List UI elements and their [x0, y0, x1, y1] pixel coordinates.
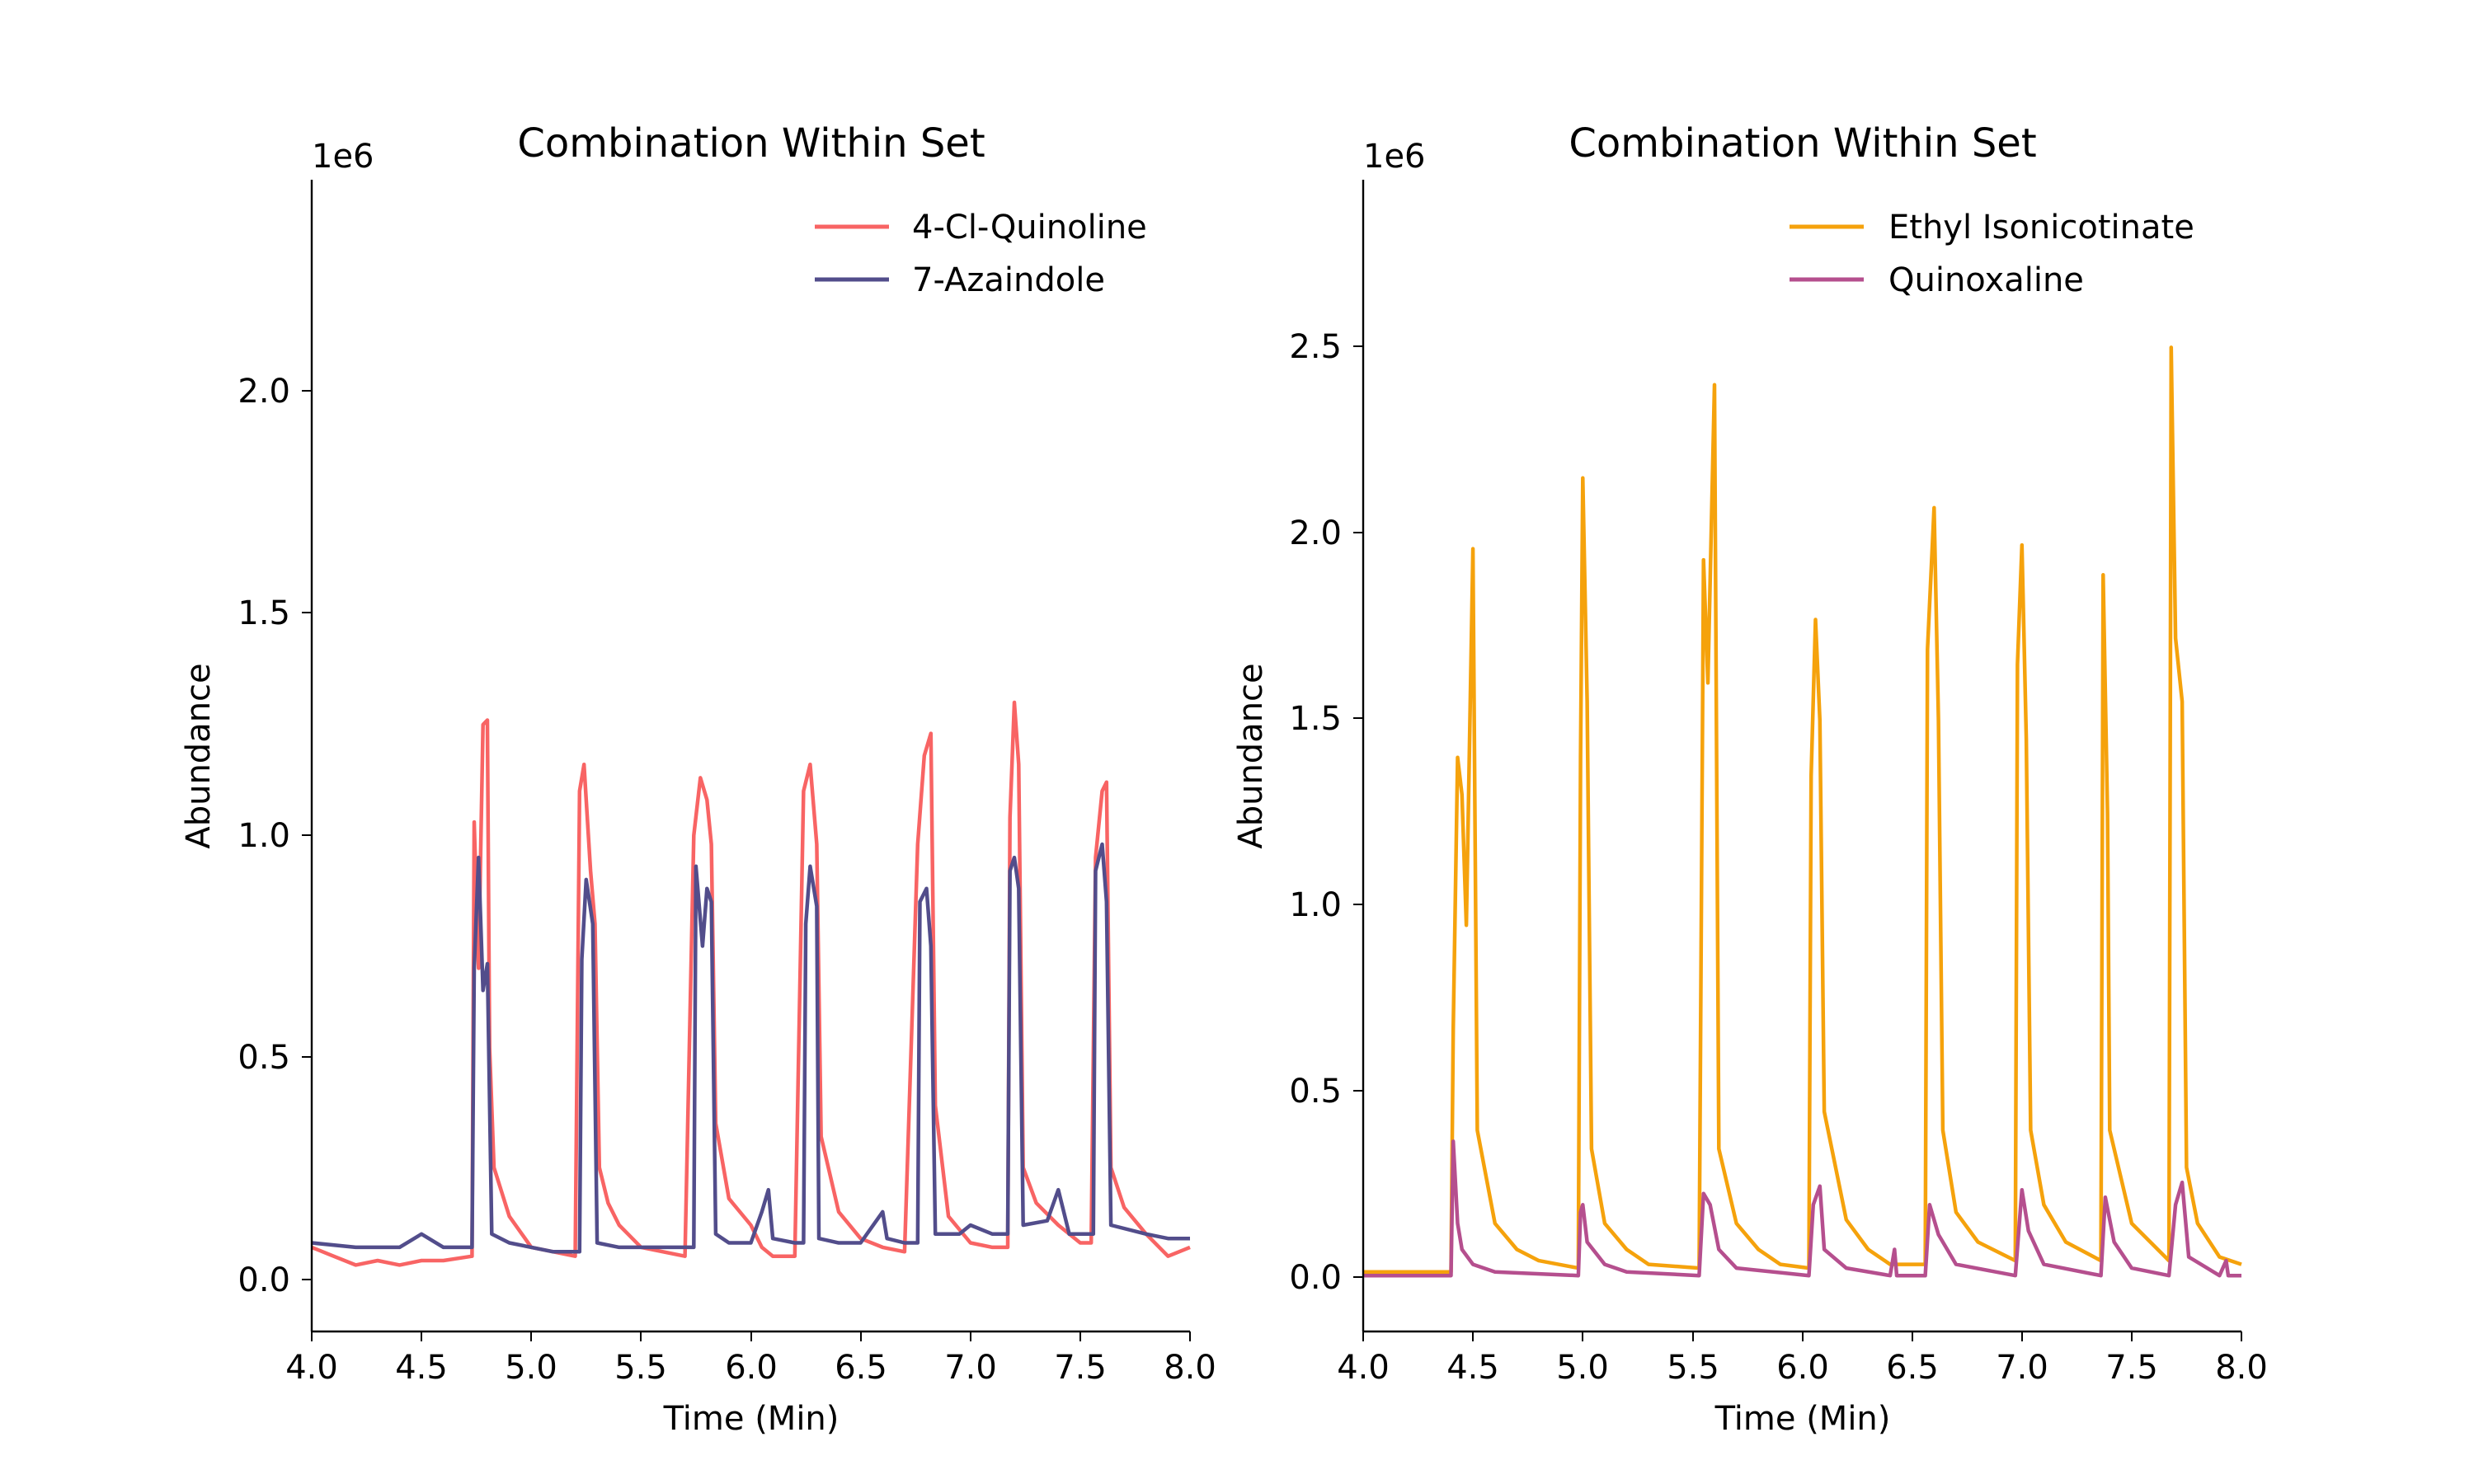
legend-label: 4-Cl-Quinoline [912, 209, 1147, 247]
series-line-2 [311, 842, 1190, 1254]
x-tick-label: 4.5 [1446, 1349, 1499, 1387]
x-tick-label: 6.5 [835, 1349, 887, 1387]
y-tick-label: 0.5 [238, 1039, 290, 1077]
x-tick-label: 6.5 [1886, 1349, 1939, 1387]
x-axis-label: Time (Min) [1714, 1400, 1891, 1438]
y-tick-label: 0.0 [1289, 1259, 1342, 1297]
legend: Ethyl Isonicotinate Quinoxaline [1790, 209, 2194, 299]
x-tick-label: 4.0 [1337, 1349, 1390, 1387]
series-layer [311, 700, 1191, 1267]
x-tick-label: 7.5 [2105, 1349, 2158, 1387]
y-tick-label: 1.0 [238, 817, 290, 855]
y-tick-label: 0.0 [238, 1261, 290, 1299]
y-tick-label: 2.0 [1289, 514, 1342, 552]
y-scale-label: 1e6 [312, 138, 374, 176]
x-axis-label: Time (Min) [663, 1400, 840, 1438]
legend: 4-Cl-Quinoline 7-Azaindole [815, 209, 1147, 299]
legend-label: Quinoxaline [1888, 261, 2084, 299]
x-tick-label: 8.0 [2215, 1349, 2268, 1387]
x-tick-label: 8.0 [1164, 1349, 1216, 1387]
y-tick-label: 2.5 [1289, 328, 1342, 366]
y-tick-label: 0.5 [1289, 1073, 1342, 1111]
x-tick-label: 6.0 [725, 1349, 778, 1387]
y-tick-label: 1.0 [1289, 886, 1342, 924]
y-axis-label: Abundance [1232, 663, 1270, 848]
x-tick-label: 6.0 [1776, 1349, 1829, 1387]
chart-panel-right: Combination Within Set 1e6 Abundance Tim… [1232, 120, 2268, 1438]
series-line-1 [1363, 345, 2242, 1274]
legend-label: 7-Azaindole [912, 261, 1105, 299]
x-ticks: 4.0 4.5 5.0 5.5 6.0 6.5 7.0 7.5 8.0 [1337, 1331, 2268, 1387]
x-tick-label: 7.5 [1054, 1349, 1107, 1387]
x-tick-label: 5.0 [505, 1349, 557, 1387]
chart-panel-left: Combination Within Set 1e6 Abundance Tim… [180, 120, 1216, 1438]
legend-label: Ethyl Isonicotinate [1888, 209, 2194, 247]
x-tick-label: 7.0 [944, 1349, 997, 1387]
x-ticks: 4.0 4.5 5.0 5.5 6.0 6.5 7.0 7.5 8.0 [285, 1331, 1216, 1387]
y-ticks: 0.0 0.5 1.0 1.5 2.0 [238, 373, 312, 1299]
chart-title: Combination Within Set [1569, 120, 2036, 167]
y-tick-label: 2.0 [238, 373, 290, 411]
x-tick-label: 7.0 [1996, 1349, 2048, 1387]
y-scale-label: 1e6 [1363, 138, 1426, 176]
x-tick-label: 5.0 [1556, 1349, 1609, 1387]
x-tick-label: 5.5 [1667, 1349, 1719, 1387]
x-tick-label: 4.5 [395, 1349, 448, 1387]
y-axis-label: Abundance [180, 663, 218, 848]
chart-title: Combination Within Set [517, 120, 985, 167]
series-line-1 [311, 700, 1191, 1267]
y-ticks: 0.0 0.5 1.0 1.5 2.0 2.5 [1289, 328, 1363, 1297]
y-tick-label: 1.5 [238, 594, 290, 632]
series-layer [1363, 345, 2242, 1278]
x-tick-label: 4.0 [285, 1349, 338, 1387]
y-tick-label: 1.5 [1289, 700, 1342, 738]
series-line-2 [1363, 1139, 2241, 1278]
x-tick-label: 5.5 [614, 1349, 667, 1387]
